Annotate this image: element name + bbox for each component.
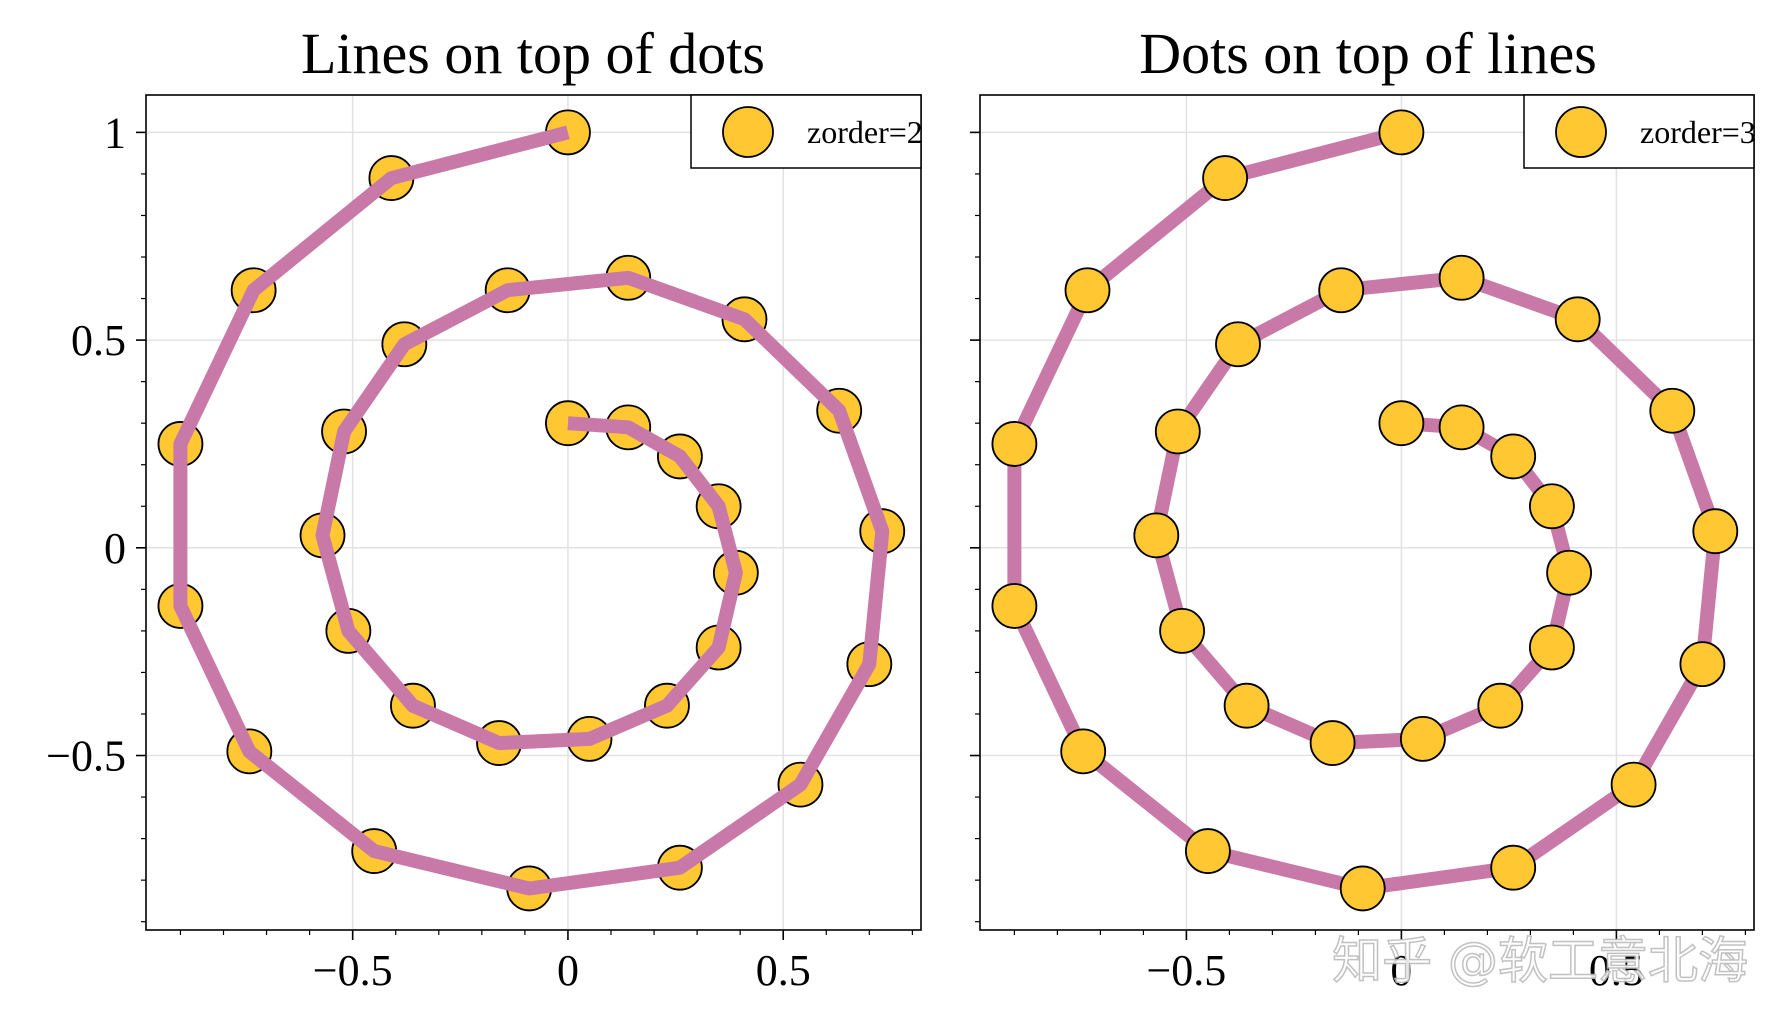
data-point [991, 421, 1038, 467]
data-point [1438, 404, 1485, 451]
legend-label: zorder=2 [807, 114, 923, 150]
data-point [1438, 254, 1485, 301]
x-tick-label: 0.5 [756, 946, 811, 995]
ticks [970, 131, 1747, 940]
data-point [1546, 549, 1592, 596]
data-point [1159, 607, 1205, 654]
data-point [1202, 155, 1248, 201]
data-point [1400, 716, 1446, 762]
x-tick-label: 0.5 [1589, 946, 1644, 995]
series-line [1007, 125, 1723, 896]
data-point [1154, 408, 1201, 455]
axes-frame [979, 94, 1755, 931]
data-point [1490, 844, 1537, 891]
chart-title-right: Dots on top of lines [1139, 21, 1597, 86]
chart-title-left: Lines on top of dots [301, 21, 765, 86]
legend-marker [1555, 106, 1607, 158]
y-tick-label: 1 [104, 108, 126, 157]
watermark-text: 知乎 @软工意北海 [1332, 932, 1748, 990]
data-point [1064, 267, 1111, 314]
data-point [1133, 512, 1180, 559]
legend-marker [722, 106, 774, 158]
data-point [991, 583, 1038, 629]
data-point [1378, 109, 1425, 156]
data-point [1378, 400, 1425, 447]
ticks [136, 131, 913, 940]
data-point [1529, 483, 1575, 530]
grid-lines [146, 95, 921, 930]
legend-label: zorder=3 [1640, 114, 1756, 150]
x-tick-label: −0.5 [313, 946, 393, 995]
series-line [173, 125, 890, 896]
y-tick-label: −0.5 [46, 732, 126, 781]
x-tick-label: 0 [557, 946, 579, 995]
plot-panel-left: −0.5 0 0.5 −0.5 0 0.5 1 zorder=2 [46, 94, 923, 995]
y-tick-label: 0 [104, 524, 126, 573]
y-tick-label: 0.5 [71, 316, 126, 365]
data-point [1610, 761, 1657, 808]
data-point [1309, 720, 1356, 766]
data-layer [991, 109, 1739, 912]
data-point [1339, 865, 1386, 912]
data-point [1318, 267, 1365, 314]
data-point [1649, 387, 1696, 434]
x-tick-label: 0 [1390, 946, 1412, 995]
data-point [1529, 624, 1575, 671]
legend: zorder=3 [1523, 94, 1756, 169]
data-point [1554, 296, 1601, 343]
data-point [1185, 828, 1231, 874]
data-point [1223, 682, 1270, 729]
data-point [1215, 321, 1261, 368]
data-layer [157, 109, 906, 912]
data-point [1692, 508, 1739, 555]
plot-panel-right: −0.5 0 0.5 zorder=3 [970, 94, 1756, 995]
data-point [1477, 682, 1524, 729]
data-point [1060, 728, 1107, 775]
data-point [1490, 433, 1537, 480]
legend: zorder=2 [690, 94, 923, 169]
axes-frame [145, 94, 922, 931]
x-tick-label: −0.5 [1146, 946, 1226, 995]
data-point [1679, 641, 1726, 688]
